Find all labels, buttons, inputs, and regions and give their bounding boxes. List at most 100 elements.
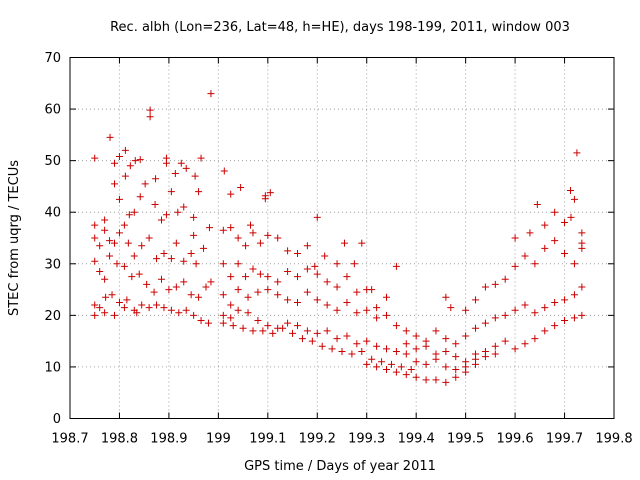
data-point (511, 234, 519, 242)
data-point (353, 309, 361, 317)
data-point (442, 378, 450, 386)
data-point (531, 260, 539, 268)
x-tick-label: 198.8 (101, 432, 138, 447)
data-point (491, 350, 499, 358)
data-point (383, 345, 391, 353)
data-point (111, 239, 119, 247)
data-point (491, 342, 499, 350)
data-point (501, 275, 509, 283)
data-point (157, 216, 165, 224)
data-point (442, 335, 450, 343)
data-point (254, 317, 262, 325)
data-point (402, 350, 410, 358)
data-point (106, 252, 114, 260)
data-point (229, 322, 237, 330)
data-point (481, 283, 489, 291)
data-point (160, 304, 168, 312)
data-point (126, 162, 134, 170)
data-point (115, 298, 123, 306)
x-tick-label: 199.4 (398, 432, 435, 447)
data-point (115, 195, 123, 203)
data-point (180, 278, 188, 286)
data-point (249, 229, 257, 237)
data-point (101, 226, 109, 234)
data-point (452, 340, 460, 348)
x-tick-label: 199.5 (447, 432, 484, 447)
data-point (373, 304, 381, 312)
data-point (256, 239, 264, 247)
data-point (131, 157, 139, 165)
data-point (501, 311, 509, 319)
data-point (412, 358, 420, 366)
data-point (187, 291, 195, 299)
data-point (383, 311, 391, 319)
x-tick-label: 199 (206, 432, 231, 447)
data-point (284, 268, 292, 276)
data-point (578, 244, 586, 252)
data-point (153, 255, 161, 263)
data-point (133, 309, 141, 317)
data-point (151, 200, 159, 208)
data-point (135, 270, 143, 278)
data-point (190, 213, 198, 221)
x-tick-label: 198.7 (51, 432, 88, 447)
data-point (442, 363, 450, 371)
data-point (220, 167, 228, 175)
data-point (442, 347, 450, 355)
data-point (274, 278, 282, 286)
data-point (167, 306, 175, 314)
data-point (165, 286, 173, 294)
data-point (293, 273, 301, 281)
data-point (323, 327, 331, 335)
grid-lines (70, 57, 614, 419)
data-point (412, 332, 420, 340)
data-point (157, 275, 165, 283)
data-point (472, 296, 480, 304)
data-point (136, 156, 144, 164)
data-point (551, 322, 559, 330)
data-point (422, 337, 430, 345)
data-point (363, 286, 371, 294)
data-point (313, 329, 321, 337)
data-point (373, 314, 381, 322)
data-point (254, 288, 262, 296)
data-point (227, 314, 235, 322)
data-point (432, 376, 440, 384)
data-point (561, 219, 569, 227)
y-tick-label: 0 (53, 412, 61, 427)
data-point (491, 280, 499, 288)
data-point (511, 306, 519, 314)
data-point (343, 273, 351, 281)
data-point (358, 239, 366, 247)
data-point (182, 164, 190, 172)
data-point (242, 242, 250, 250)
data-point (219, 311, 227, 319)
x-tick-label: 199.7 (546, 432, 583, 447)
data-point (392, 322, 400, 330)
data-point (289, 329, 297, 337)
data-markers (91, 90, 586, 386)
data-point (264, 231, 272, 239)
data-point (123, 296, 131, 304)
data-point (128, 273, 136, 281)
data-point (350, 260, 358, 268)
data-point (234, 306, 242, 314)
data-point (91, 311, 99, 319)
data-point (328, 345, 336, 353)
y-tick-label: 60 (44, 103, 61, 118)
data-point (551, 208, 559, 216)
data-point (313, 296, 321, 304)
data-point (219, 319, 227, 327)
data-point (447, 304, 455, 312)
data-point (96, 268, 104, 276)
y-tick-label: 10 (44, 360, 61, 375)
data-point (200, 244, 208, 252)
data-point (311, 262, 319, 270)
data-point (91, 257, 99, 265)
data-point (219, 260, 227, 268)
data-point (150, 288, 158, 296)
data-point (338, 347, 346, 355)
data-point (521, 340, 529, 348)
data-point (162, 211, 170, 219)
x-tick-label: 199.3 (348, 432, 385, 447)
